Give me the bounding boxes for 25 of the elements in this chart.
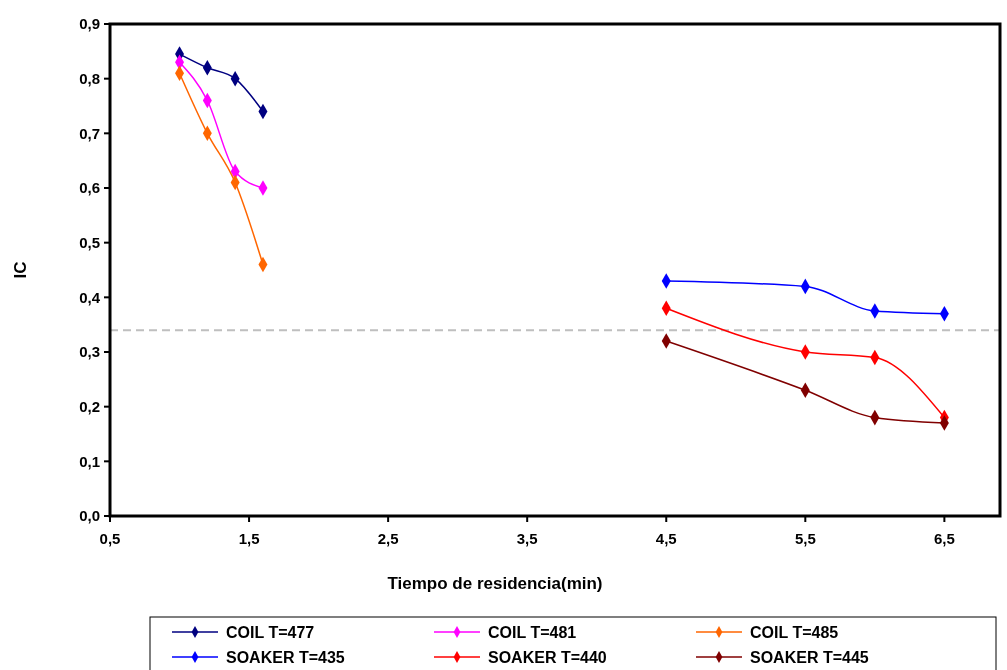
legend-label: SOAKER T=445 bbox=[750, 648, 869, 666]
x-tick-label: 0,5 bbox=[99, 530, 121, 547]
y-tick-label: 0,2 bbox=[79, 397, 100, 415]
x-axis-title: Tiempo de residencia(min) bbox=[387, 574, 603, 593]
x-tick-label: 1,5 bbox=[238, 530, 260, 547]
legend-label: SOAKER T=435 bbox=[226, 648, 345, 666]
y-tick-label: 0,6 bbox=[79, 179, 100, 197]
legend-label: SOAKER T=440 bbox=[488, 648, 607, 666]
x-tick-label: 5,5 bbox=[794, 530, 816, 547]
y-tick-label: 0,4 bbox=[79, 288, 101, 306]
legend-label: COIL T=481 bbox=[488, 623, 577, 641]
y-tick-label: 0,9 bbox=[79, 15, 100, 33]
y-tick-label: 0,0 bbox=[79, 507, 100, 525]
legend-label: COIL T=485 bbox=[750, 623, 839, 641]
y-tick-label: 0,1 bbox=[79, 452, 100, 470]
x-tick-label: 6,5 bbox=[933, 530, 955, 547]
x-tick-label: 3,5 bbox=[516, 530, 538, 547]
x-tick-label: 2,5 bbox=[377, 530, 399, 547]
x-tick-label: 4,5 bbox=[655, 530, 677, 547]
legend-label: COIL T=477 bbox=[226, 623, 315, 641]
y-tick-label: 0,8 bbox=[79, 69, 100, 87]
y-tick-label: 0,5 bbox=[79, 233, 100, 251]
y-tick-label: 0,3 bbox=[79, 343, 100, 361]
y-axis-title: IC bbox=[11, 261, 30, 279]
y-tick-label: 0,7 bbox=[79, 124, 100, 142]
